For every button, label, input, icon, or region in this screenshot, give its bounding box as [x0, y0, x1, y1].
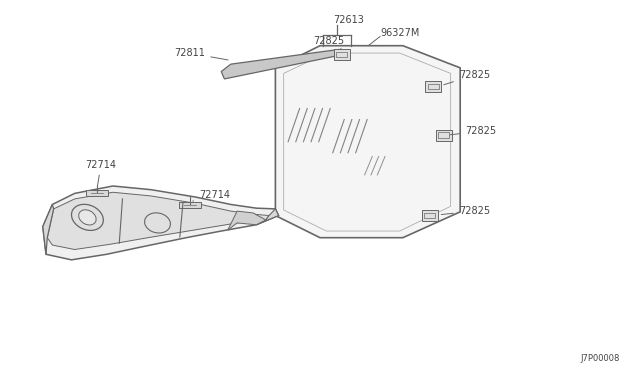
- Bar: [428, 84, 439, 89]
- Polygon shape: [86, 190, 108, 196]
- Polygon shape: [228, 211, 266, 230]
- Polygon shape: [47, 192, 269, 250]
- Polygon shape: [179, 202, 202, 208]
- Polygon shape: [275, 46, 460, 238]
- Text: 72825: 72825: [450, 126, 497, 137]
- Ellipse shape: [79, 210, 96, 225]
- Bar: [333, 49, 349, 60]
- Text: 72613: 72613: [333, 15, 364, 25]
- Text: 96327M: 96327M: [381, 28, 420, 38]
- Bar: [438, 132, 449, 138]
- Bar: [436, 129, 452, 141]
- Bar: [422, 210, 438, 221]
- Text: 72714: 72714: [193, 190, 230, 201]
- Polygon shape: [221, 49, 339, 79]
- Text: J7P00008: J7P00008: [580, 354, 620, 363]
- Bar: [424, 213, 435, 218]
- Bar: [426, 81, 442, 92]
- Text: 72714: 72714: [86, 160, 116, 186]
- Polygon shape: [256, 209, 278, 225]
- Text: 72811: 72811: [175, 48, 228, 60]
- Text: 72825: 72825: [442, 206, 490, 216]
- Text: 72825: 72825: [444, 70, 490, 85]
- Polygon shape: [43, 186, 278, 260]
- Polygon shape: [43, 205, 54, 254]
- Bar: [337, 52, 347, 57]
- Text: 72825: 72825: [314, 36, 345, 49]
